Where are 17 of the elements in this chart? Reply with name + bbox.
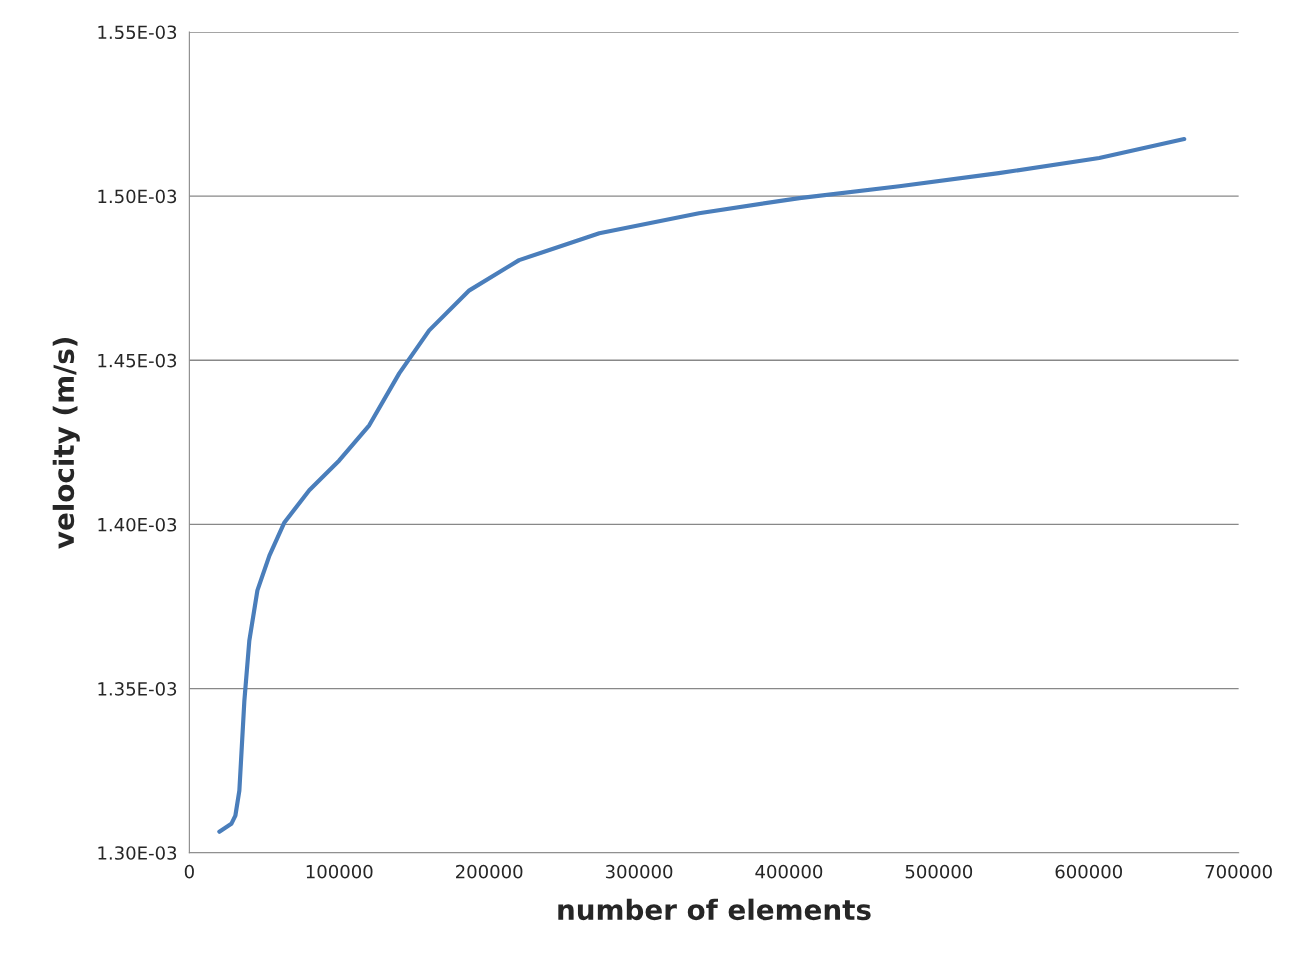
x-tick-label: 700000 [1205, 864, 1272, 879]
y-tick-label: 1.45E-03 [98, 353, 177, 368]
x-tick-label: 0 [184, 864, 194, 879]
y-tick-label: 1.55E-03 [98, 25, 177, 40]
x-tick-label: 500000 [905, 864, 973, 879]
y-axis-title: velocity (m/s) [52, 337, 80, 549]
y-tick-label: 1.35E-03 [98, 682, 177, 696]
y-tick-label: 1.30E-03 [98, 846, 177, 860]
x-tick-label: 100000 [306, 864, 373, 879]
x-tick-label: 600000 [1055, 864, 1122, 879]
x-tick-label: 200000 [456, 864, 523, 879]
y-tick-label: 1.50E-03 [98, 189, 177, 204]
x-tick-label: 300000 [605, 864, 673, 879]
line-series [217, 136, 1187, 834]
x-tick-label: 400000 [755, 864, 823, 879]
y-tick-label: 1.40E-03 [98, 517, 177, 532]
x-axis-title: number of elements [558, 898, 871, 921]
